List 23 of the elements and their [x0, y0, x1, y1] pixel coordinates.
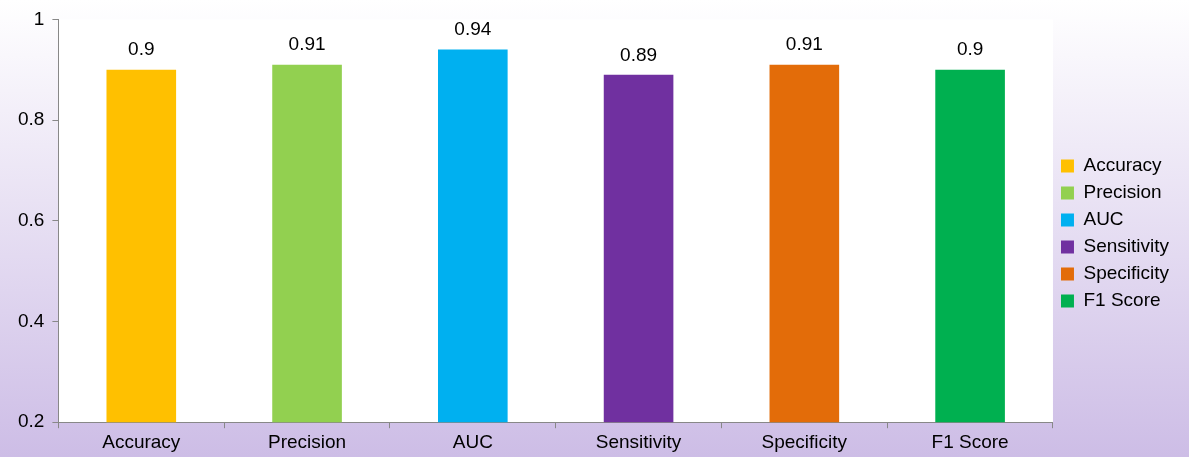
legend-label: Precision: [1083, 181, 1162, 203]
y-tick-label: 0.6: [17, 209, 45, 231]
legend-label: F1 Score: [1083, 289, 1161, 311]
legend-label: Specificity: [1083, 262, 1170, 284]
x-tick-label: Accuracy: [102, 430, 181, 452]
data-label: 0.94: [454, 18, 492, 40]
y-tick-label: 0.4: [17, 309, 45, 331]
y-tick-label: 0.8: [17, 108, 45, 130]
data-label: 0.91: [785, 33, 823, 55]
data-label: 0.89: [620, 43, 658, 65]
legend-label: Accuracy: [1083, 154, 1163, 176]
x-tick-label: AUC: [452, 430, 493, 452]
legend-label: AUC: [1083, 208, 1124, 230]
x-tick-label: Specificity: [761, 430, 848, 452]
data-label: 0.9: [956, 38, 984, 60]
y-tick-label: 1: [33, 7, 45, 29]
x-tick-label: Precision: [267, 430, 347, 452]
legend-label: Sensitivity: [1083, 235, 1170, 257]
data-label: 0.9: [128, 38, 155, 60]
y-tick-label: 0.2: [17, 410, 45, 432]
x-tick-label: Sensitivity: [595, 430, 682, 452]
data-label: 0.91: [288, 33, 326, 55]
x-tick-label: F1 Score: [931, 430, 1009, 452]
